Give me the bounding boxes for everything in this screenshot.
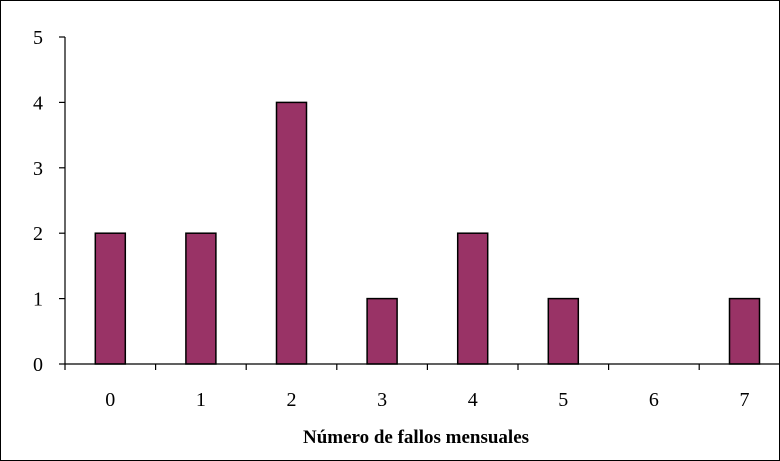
y-tick-label-1: 1 [33, 289, 43, 311]
labels-layer: 0 1 2 3 4 5 6 7 0 1 2 3 4 5 [33, 27, 750, 411]
y-tick-label-3: 3 [33, 158, 43, 180]
x-tick-label-3: 3 [377, 389, 387, 411]
bar-4 [456, 232, 489, 365]
bar-0 [94, 232, 127, 365]
y-tick-label-2: 2 [33, 223, 43, 245]
bar-7 [728, 297, 761, 365]
x-tick-label-2: 2 [287, 389, 297, 411]
bars-layer [94, 101, 761, 365]
x-tick-label-6: 6 [649, 389, 659, 411]
bar-3 [366, 297, 398, 365]
x-tick-label-4: 4 [468, 389, 478, 411]
x-tick-label-1: 1 [196, 389, 206, 411]
x-axis-title: Número de fallos mensuales [303, 427, 529, 448]
y-tick-label-4: 4 [33, 92, 43, 114]
y-tick-label-5: 5 [33, 27, 43, 49]
x-tick-label-5: 5 [558, 389, 568, 411]
y-tick-label-0: 0 [33, 354, 43, 376]
axes-layer [59, 36, 780, 370]
bar-2 [275, 101, 308, 365]
x-tick-label-0: 0 [105, 389, 115, 411]
bar-5 [547, 297, 580, 365]
bar-1 [185, 232, 217, 365]
x-tick-label-7: 7 [740, 389, 750, 411]
